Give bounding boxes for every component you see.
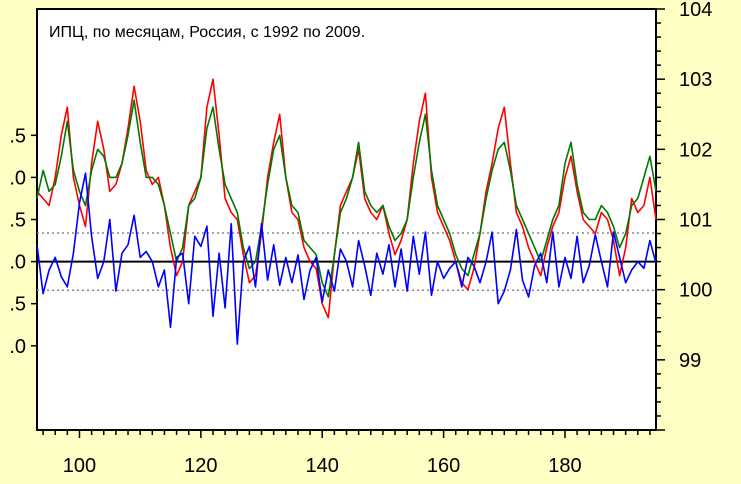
left-tick-label: .5 (9, 125, 26, 147)
x-axis: 100 120 140 160 180 (42, 430, 651, 477)
chart-title: ИПЦ, по месяцам, Россия, с 1992 по 2009. (49, 24, 365, 41)
left-tick-label: .5 (9, 294, 26, 316)
x-tick-label: 120 (184, 455, 217, 477)
right-tick-label: 104 (679, 0, 712, 21)
x-tick-label: 160 (427, 455, 460, 477)
left-tick-label: .0 (9, 167, 26, 189)
right-tick-label: 99 (679, 350, 701, 372)
right-tick-label: 101 (679, 210, 712, 232)
series-line-2 (36, 172, 657, 345)
left-tick-label: .0 (9, 336, 26, 358)
series-line-0 (36, 78, 657, 319)
series-layer (36, 78, 657, 345)
right-tick-label: 102 (679, 139, 712, 161)
x-tick-label: 140 (306, 455, 339, 477)
right-tick-label: 103 (679, 69, 712, 91)
left-axis: .5 .0 .5 .0 .5 .0 (9, 125, 37, 358)
plot-area (36, 8, 657, 431)
right-axis: 104 103 102 101 100 99 (656, 0, 712, 431)
x-tick-label: 100 (63, 455, 96, 477)
right-tick-label: 100 (679, 280, 712, 302)
series-line-1 (36, 99, 657, 298)
left-tick-label: .0 (9, 252, 26, 274)
left-tick-label: .5 (9, 210, 26, 232)
x-tick-label: 180 (548, 455, 581, 477)
